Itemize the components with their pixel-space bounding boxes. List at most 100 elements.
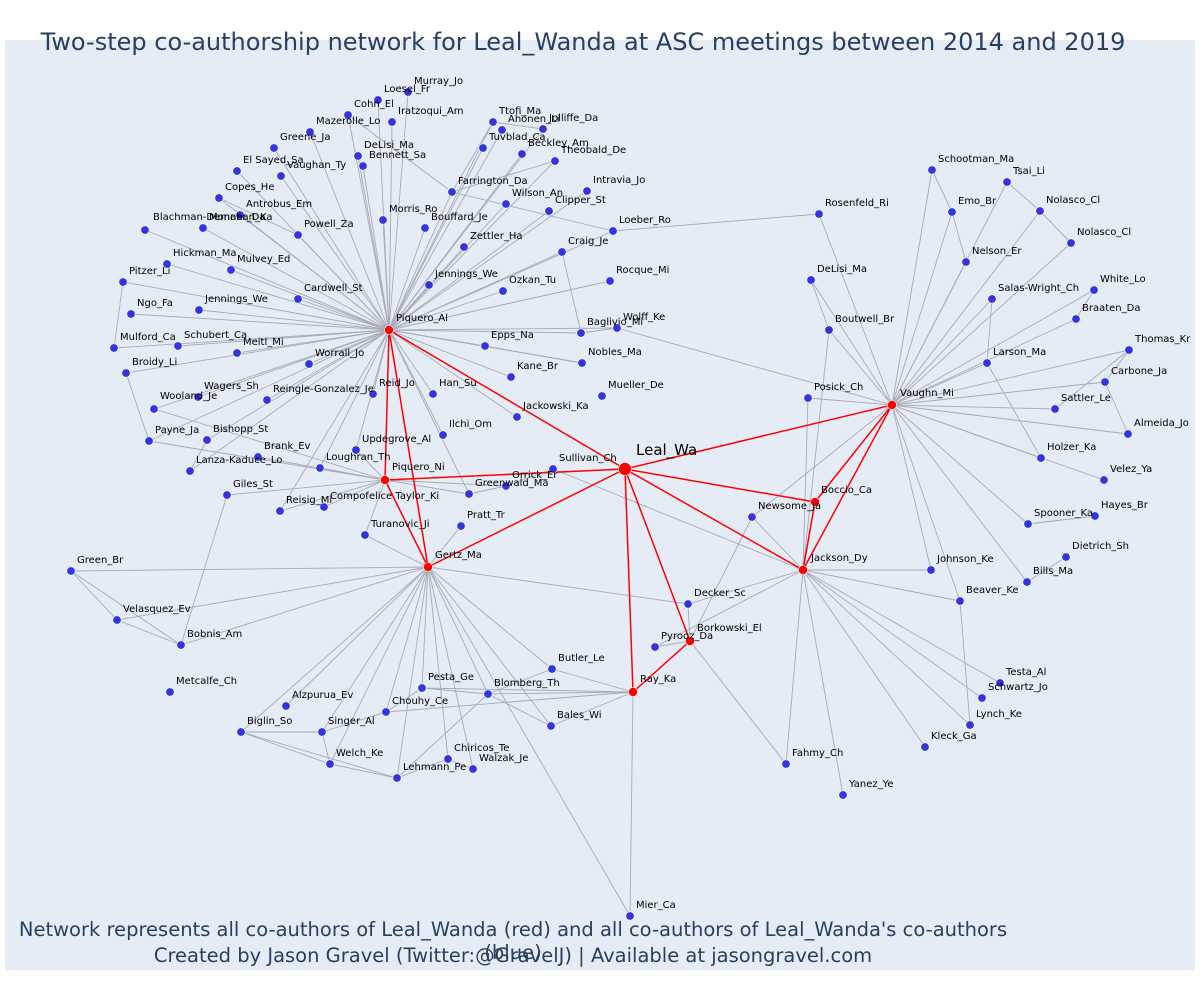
node-compofelice-taylor-ki[interactable] bbox=[319, 502, 329, 512]
node-kane-br[interactable] bbox=[506, 372, 516, 382]
node-singer-al[interactable] bbox=[317, 727, 327, 737]
node-bishopp-st[interactable] bbox=[202, 435, 212, 445]
node-hickman-ma[interactable] bbox=[162, 259, 172, 269]
node-chouhy-ce[interactable] bbox=[381, 707, 391, 717]
node-loesel-fr[interactable] bbox=[373, 95, 383, 105]
node-brank-ev[interactable] bbox=[253, 452, 263, 462]
node-sattler-le[interactable] bbox=[1050, 404, 1060, 414]
node-welch-ke[interactable] bbox=[325, 759, 335, 769]
node-metcalfe-ch[interactable] bbox=[165, 687, 175, 697]
node-salas-wright-ch[interactable] bbox=[987, 294, 997, 304]
node-piquero-al[interactable] bbox=[384, 325, 394, 335]
node-mulvey-ed[interactable] bbox=[226, 265, 236, 275]
node-bouffard-je[interactable] bbox=[420, 223, 430, 233]
node-white-lo[interactable] bbox=[1089, 285, 1099, 295]
node-ahonen-li[interactable] bbox=[497, 125, 507, 135]
node-pesta-ge[interactable] bbox=[417, 683, 427, 693]
node-ngo-fa[interactable] bbox=[126, 309, 136, 319]
node-reid-jo[interactable] bbox=[368, 389, 378, 399]
node-nelson-er[interactable] bbox=[961, 257, 971, 267]
node-ttofi-ma[interactable] bbox=[488, 117, 498, 127]
node-giles-st[interactable] bbox=[222, 490, 232, 500]
node-wagers-sh[interactable] bbox=[193, 392, 203, 402]
node-nolasco-cl[interactable] bbox=[1066, 238, 1076, 248]
node-turanovic-ji[interactable] bbox=[360, 530, 370, 540]
node-updegrove-al[interactable] bbox=[351, 445, 361, 455]
node-almeida-jo[interactable] bbox=[1123, 429, 1133, 439]
node-cardwell-st[interactable] bbox=[293, 294, 303, 304]
node-schubert-ca[interactable] bbox=[173, 341, 183, 351]
node-braaten-da[interactable] bbox=[1071, 314, 1081, 324]
node-blomberg-th[interactable] bbox=[483, 689, 493, 699]
node-delisi-ma[interactable] bbox=[353, 151, 363, 161]
node-jackowski-ka[interactable] bbox=[512, 412, 522, 422]
node-leal-wa[interactable] bbox=[618, 462, 632, 476]
node-biglin-so[interactable] bbox=[236, 727, 246, 737]
node-morris-ro[interactable] bbox=[378, 215, 388, 225]
node-tuvblad-ca[interactable] bbox=[478, 143, 488, 153]
node-ray-ka[interactable] bbox=[628, 687, 638, 697]
node-posick-ch[interactable] bbox=[803, 393, 813, 403]
node-greene-ja[interactable] bbox=[269, 143, 279, 153]
node-fahmy-ch[interactable] bbox=[781, 759, 791, 769]
node-worrall-jo[interactable] bbox=[304, 359, 314, 369]
node-mazerolle-lo[interactable] bbox=[305, 127, 315, 137]
node-schwartz-jo[interactable] bbox=[977, 693, 987, 703]
node-schootman-ma[interactable] bbox=[927, 165, 937, 175]
node-nolasco-cl[interactable] bbox=[1035, 206, 1045, 216]
node-velasquez-ev[interactable] bbox=[112, 615, 122, 625]
node-thomas-kr[interactable] bbox=[1124, 345, 1134, 355]
node-piquero-ni[interactable] bbox=[380, 475, 390, 485]
node-pyrooz-da[interactable] bbox=[650, 642, 660, 652]
node-holzer-ka[interactable] bbox=[1036, 453, 1046, 463]
node-mueller-de[interactable] bbox=[597, 391, 607, 401]
node-reisig-mi[interactable] bbox=[275, 506, 285, 516]
node-carbone-ja[interactable] bbox=[1100, 377, 1110, 387]
node-delisi-ma[interactable] bbox=[806, 275, 816, 285]
node-wolff-ke[interactable] bbox=[612, 323, 622, 333]
node-pitzer-li[interactable] bbox=[118, 277, 128, 287]
node-tsai-li[interactable] bbox=[1002, 177, 1012, 187]
node-reingle-gonzalez-je[interactable] bbox=[262, 395, 272, 405]
node-green-br[interactable] bbox=[66, 566, 76, 576]
node-meitl-mi[interactable] bbox=[232, 348, 242, 358]
node-rosenfeld-ri[interactable] bbox=[814, 209, 824, 219]
node-dietrich-sh[interactable] bbox=[1061, 552, 1071, 562]
node-craig-je[interactable] bbox=[557, 247, 567, 257]
node-orrick-er[interactable] bbox=[501, 481, 511, 491]
node-vaughan-ty[interactable] bbox=[276, 171, 286, 181]
node-lehmann-pe[interactable] bbox=[392, 773, 402, 783]
node-kleck-ga[interactable] bbox=[920, 742, 930, 752]
node-clipper-st[interactable] bbox=[544, 206, 554, 216]
node-yanez-ye[interactable] bbox=[838, 790, 848, 800]
node-copes-he[interactable] bbox=[214, 193, 224, 203]
node-broidy-li[interactable] bbox=[121, 368, 131, 378]
node-jolliffe-da[interactable] bbox=[538, 124, 548, 134]
node-blachman-demner-da[interactable] bbox=[140, 225, 150, 235]
node-testa-al[interactable] bbox=[995, 678, 1005, 688]
node-jennings-we[interactable] bbox=[194, 305, 204, 315]
node-gertz-ma[interactable] bbox=[423, 562, 433, 572]
node-johnson-ke[interactable] bbox=[926, 565, 936, 575]
node-loeber-ro[interactable] bbox=[608, 226, 618, 236]
node-spooner-ka[interactable] bbox=[1023, 519, 1033, 529]
node-bills-ma[interactable] bbox=[1022, 577, 1032, 587]
node-ilchi-om[interactable] bbox=[438, 430, 448, 440]
node-epps-na[interactable] bbox=[480, 341, 490, 351]
node-farrington-da[interactable] bbox=[447, 187, 457, 197]
node-theobald-de[interactable] bbox=[550, 156, 560, 166]
node-cohn-el[interactable] bbox=[343, 110, 353, 120]
node-loughran-th[interactable] bbox=[315, 463, 325, 473]
node-antrobus-em[interactable] bbox=[235, 210, 245, 220]
node-lynch-ke[interactable] bbox=[965, 720, 975, 730]
node-wooland-je[interactable] bbox=[149, 404, 159, 414]
node-nobles-ma[interactable] bbox=[577, 358, 587, 368]
node-boutwell-br[interactable] bbox=[824, 325, 834, 335]
node-monahan-ka[interactable] bbox=[198, 223, 208, 233]
node-hayes-br[interactable] bbox=[1090, 511, 1100, 521]
node-vaughn-mi[interactable] bbox=[887, 400, 897, 410]
node-han-su[interactable] bbox=[428, 389, 438, 399]
node-sullivan-ch[interactable] bbox=[548, 464, 558, 474]
node-beckley-am[interactable] bbox=[517, 149, 527, 159]
node-boccio-ca[interactable] bbox=[810, 497, 820, 507]
